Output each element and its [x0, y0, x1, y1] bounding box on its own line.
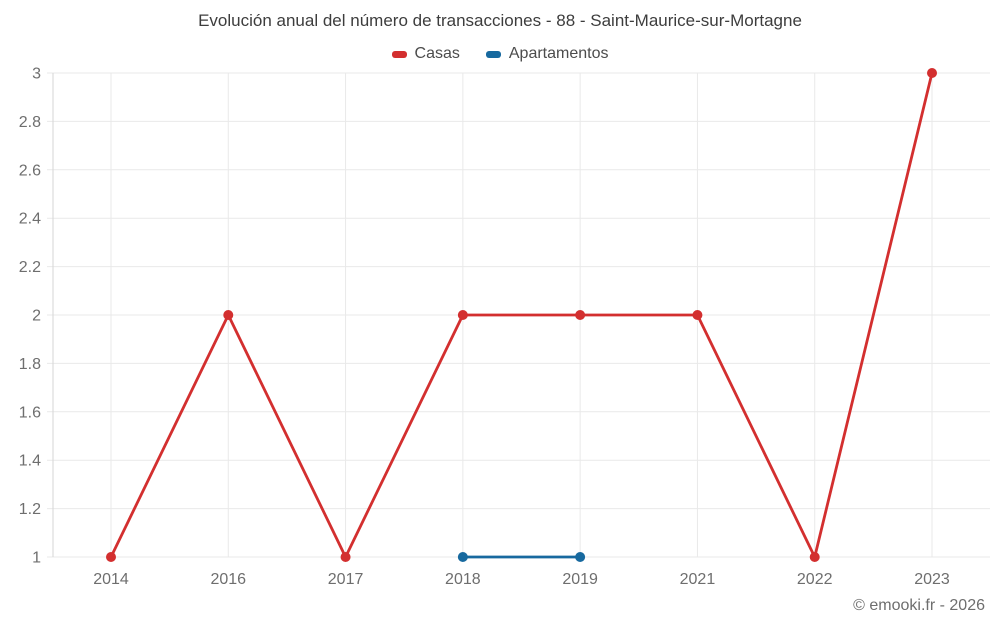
- legend: Casas Apartamentos: [0, 45, 1000, 63]
- x-axis-tick-label: 2018: [445, 571, 481, 588]
- data-point-apartamentos-2018[interactable]: [457, 552, 468, 562]
- data-point-apartamentos-2019[interactable]: [575, 552, 586, 562]
- chart-title: Evolución anual del número de transaccio…: [198, 11, 802, 30]
- y-axis-tick-label: 2: [32, 308, 41, 325]
- data-point-casas-2014[interactable]: [106, 552, 116, 562]
- y-axis-tick-label: 2.4: [19, 211, 41, 228]
- x-axis-tick-label: 2014: [93, 571, 129, 588]
- y-axis-tick-label: 3: [32, 66, 41, 83]
- x-axis-tick-label: 2019: [562, 571, 598, 588]
- legend-item-casas[interactable]: Casas: [391, 45, 460, 63]
- data-point-casas-2021[interactable]: [692, 310, 703, 320]
- x-axis-tick-label: 2022: [797, 571, 833, 588]
- y-axis-tick-label: 2.8: [19, 114, 41, 131]
- data-point-casas-2019[interactable]: [575, 310, 586, 320]
- data-point-casas-2023[interactable]: [927, 68, 937, 78]
- data-point-casas-2017[interactable]: [340, 552, 351, 562]
- y-axis-tick-label: 1: [32, 550, 41, 567]
- series-line-casas: [109, 71, 934, 559]
- y-axis-tick-label: 1.8: [19, 356, 41, 373]
- y-axis-tick-label: 2.2: [19, 259, 41, 276]
- x-axis-tick-label: 2016: [210, 571, 246, 588]
- x-axis-tick-label: 2023: [914, 571, 950, 588]
- legend-item-apartamentos[interactable]: Apartamentos: [485, 45, 609, 63]
- y-axis-tick-label: 1.6: [19, 404, 41, 421]
- y-axis-tick-label: 1.4: [19, 453, 41, 470]
- data-point-casas-2022[interactable]: [809, 552, 820, 562]
- copyright-credit: © emooki.fr - 2026: [853, 597, 985, 614]
- x-axis-tick-label: 2021: [680, 571, 716, 588]
- y-axis-tick-label: 2.6: [19, 162, 41, 179]
- data-point-casas-2016[interactable]: [223, 310, 234, 320]
- data-point-casas-2018[interactable]: [457, 310, 468, 320]
- x-axis-tick-label: 2017: [328, 571, 364, 588]
- legend-label-apartamentos: Apartamentos: [508, 45, 609, 62]
- legend-swatch-apartamentos-icon: [485, 50, 501, 58]
- legend-label-casas: Casas: [414, 45, 460, 62]
- y-axis-tick-label: 1.2: [19, 501, 41, 518]
- legend-swatch-casas-icon: [391, 50, 407, 58]
